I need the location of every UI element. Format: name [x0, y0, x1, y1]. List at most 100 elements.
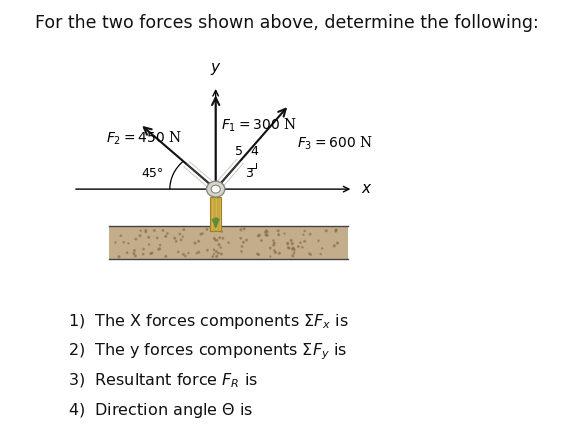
Point: [333, 239, 342, 246]
Point: [203, 226, 212, 233]
Point: [274, 227, 283, 234]
Point: [300, 227, 309, 234]
Text: 3: 3: [245, 167, 253, 180]
Point: [175, 230, 184, 238]
Point: [266, 245, 275, 252]
Text: 3)  Resultant force $F_R$ is: 3) Resultant force $F_R$ is: [68, 372, 258, 390]
Point: [254, 251, 263, 258]
Polygon shape: [108, 226, 348, 259]
Point: [283, 240, 292, 247]
Point: [150, 227, 159, 234]
Point: [332, 227, 341, 234]
Point: [210, 250, 219, 258]
Point: [158, 227, 168, 234]
Point: [262, 231, 271, 238]
Point: [184, 250, 193, 257]
Point: [288, 246, 297, 253]
Point: [217, 250, 226, 258]
Point: [284, 244, 293, 251]
Point: [262, 228, 272, 235]
Point: [179, 226, 188, 233]
Circle shape: [211, 185, 220, 193]
Text: 4)  Direction angle $\Theta$ is: 4) Direction angle $\Theta$ is: [68, 401, 253, 420]
Point: [145, 241, 154, 248]
Point: [283, 240, 292, 247]
Point: [269, 242, 278, 249]
Point: [176, 237, 185, 244]
Point: [138, 250, 148, 258]
Point: [262, 227, 271, 234]
Point: [211, 248, 220, 255]
Point: [275, 250, 284, 257]
Point: [116, 232, 125, 239]
Point: [155, 245, 164, 252]
Point: [217, 228, 226, 235]
Point: [203, 247, 212, 254]
Point: [111, 239, 120, 246]
Point: [242, 237, 251, 244]
Point: [305, 230, 315, 238]
Point: [161, 253, 170, 260]
Point: [179, 251, 188, 258]
Text: $F_1 = 300$ N: $F_1 = 300$ N: [221, 117, 297, 134]
Point: [270, 240, 279, 247]
Point: [280, 230, 289, 237]
Point: [181, 253, 190, 260]
Point: [298, 244, 307, 251]
Point: [154, 246, 163, 253]
Point: [239, 225, 249, 232]
Point: [289, 250, 298, 257]
Point: [239, 239, 248, 246]
Point: [285, 245, 294, 252]
Point: [306, 251, 315, 258]
Point: [290, 246, 299, 254]
Point: [146, 250, 156, 257]
Point: [198, 230, 207, 237]
Point: [253, 250, 262, 258]
Point: [331, 228, 340, 235]
Point: [161, 233, 170, 240]
Point: [156, 242, 165, 249]
Point: [296, 239, 305, 246]
Point: [236, 235, 245, 242]
Point: [148, 250, 157, 257]
Text: $x$: $x$: [361, 182, 373, 196]
Point: [321, 227, 331, 234]
Point: [316, 250, 325, 258]
Point: [141, 226, 150, 234]
Point: [300, 238, 309, 245]
Point: [153, 234, 162, 242]
Point: [124, 240, 133, 247]
Bar: [210, 197, 221, 231]
Point: [210, 235, 219, 242]
Point: [331, 226, 340, 234]
Point: [257, 237, 266, 244]
Point: [192, 250, 201, 257]
Point: [194, 238, 203, 245]
Point: [122, 249, 131, 256]
Text: $F_2 = 450$ N: $F_2 = 450$ N: [106, 130, 182, 147]
Point: [314, 237, 323, 244]
Point: [211, 237, 220, 244]
Point: [261, 229, 270, 236]
Point: [274, 231, 284, 238]
Point: [218, 235, 227, 242]
Point: [329, 242, 339, 249]
Point: [129, 250, 138, 257]
Point: [215, 241, 224, 248]
Point: [215, 234, 224, 242]
Point: [236, 226, 246, 233]
Point: [271, 249, 280, 256]
Point: [212, 237, 222, 244]
Point: [255, 231, 264, 238]
Point: [141, 228, 150, 235]
Point: [170, 234, 179, 242]
Point: [136, 227, 145, 234]
Circle shape: [207, 181, 225, 197]
Text: 2)  The y forces components $\Sigma F_y$ is: 2) The y forces components $\Sigma F_y$ …: [68, 342, 347, 362]
Point: [270, 247, 279, 254]
Text: For the two forces shown above, determine the following:: For the two forces shown above, determin…: [35, 14, 539, 32]
Point: [196, 230, 205, 238]
Point: [289, 245, 298, 252]
Point: [191, 240, 200, 247]
